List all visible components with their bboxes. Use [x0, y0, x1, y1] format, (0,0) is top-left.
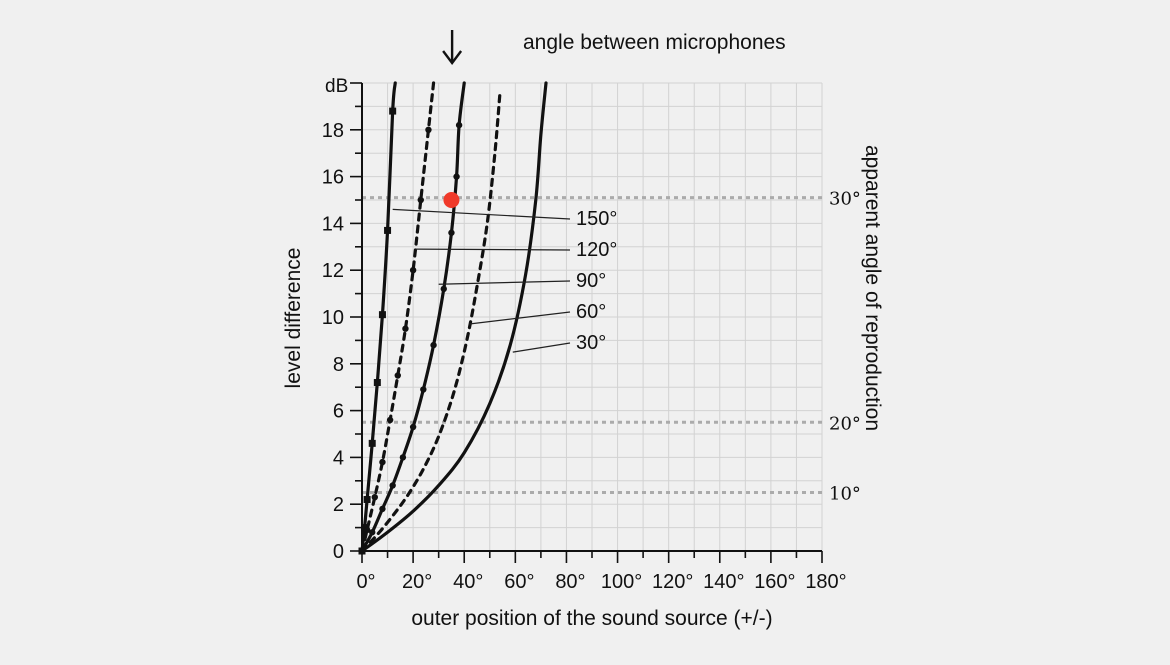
data-point: [399, 454, 407, 461]
data-point: [386, 416, 394, 424]
data-point: [420, 386, 427, 393]
data-point: [373, 379, 381, 387]
y-unit-label: dB: [325, 76, 348, 97]
data-point: [453, 173, 460, 180]
series-line: [360, 90, 502, 553]
series-label: 120°: [576, 239, 617, 261]
y-tick-label: 2: [333, 494, 344, 516]
chart-title: angle between microphones: [523, 31, 786, 54]
series-line: [360, 81, 548, 553]
annotation-leader-line: [512, 342, 571, 353]
data-point: [448, 229, 455, 236]
y-tick-label: 8: [333, 354, 344, 376]
annotation-leader-line: [415, 248, 571, 251]
y-tick-label: 0: [333, 541, 344, 563]
y-tick-label: 18: [322, 120, 344, 142]
x-tick-label: 80°: [555, 571, 585, 593]
annotation-leader-line: [392, 208, 571, 220]
data-point: [394, 372, 401, 379]
series-label: 30°: [576, 332, 606, 354]
data-point: [455, 121, 463, 129]
data-point: [369, 529, 376, 536]
series-line: [360, 81, 397, 553]
data-point: [384, 226, 392, 234]
x-tick-label: 140°: [703, 571, 744, 593]
annotation-leader-line: [438, 280, 571, 285]
reference-lines: 30° 20° 10°: [362, 189, 861, 505]
data-point: [379, 458, 386, 466]
series-label: 150°: [576, 208, 617, 230]
series-label: 90°: [576, 270, 606, 292]
data-point: [389, 482, 396, 489]
data-point: [417, 196, 424, 204]
annotation-leader-line: [469, 311, 571, 325]
data-point: [409, 423, 417, 431]
y-tick-label: 16: [322, 167, 344, 189]
y-tick-label: 14: [322, 213, 344, 235]
x-tick-label: 0°: [356, 571, 375, 593]
data-point: [363, 496, 371, 504]
x-tick-label: 40°: [453, 571, 483, 593]
reference-line-label: 30°: [829, 189, 861, 210]
data-point: [402, 325, 409, 332]
data-point: [409, 267, 417, 274]
data-point: [379, 505, 386, 513]
data-point: [378, 311, 386, 319]
data-point: [361, 524, 369, 532]
x-axis-label: outer position of the sound source (+/-): [411, 607, 772, 630]
data-point: [440, 285, 447, 293]
y-tick-label: 4: [333, 447, 344, 469]
series-lines: [358, 81, 548, 555]
data-point: [430, 341, 437, 349]
reference-line-label: 10°: [829, 484, 861, 505]
down-arrow-icon-head: [442, 50, 463, 65]
x-tick-label: 60°: [504, 571, 534, 593]
highlight-point: [443, 192, 460, 208]
data-point: [368, 439, 376, 447]
series-label: 60°: [576, 301, 606, 323]
grid: [361, 82, 823, 552]
y-tick-label: 10: [322, 307, 344, 329]
data-point: [371, 493, 378, 501]
x-tick-label: 20°: [402, 571, 432, 593]
y-tick-label: 6: [333, 401, 344, 423]
reference-line-label: 20°: [829, 413, 861, 434]
x-tick-label: 180°: [805, 571, 846, 593]
x-tick-label: 120°: [652, 571, 693, 593]
y-axis-label: level difference: [282, 248, 305, 389]
data-point: [363, 526, 371, 534]
data-point: [389, 107, 397, 115]
x-tick-label: 100°: [601, 571, 642, 593]
y-tick-label: 12: [322, 260, 344, 282]
x-tick-label: 160°: [754, 571, 795, 593]
annotations: 150° 120° 90° 60° 30°: [392, 30, 617, 354]
labels: angle between microphones outer position…: [282, 31, 884, 630]
data-point: [425, 126, 432, 133]
y2-axis-label: apparent angle of reproduction: [861, 145, 884, 431]
